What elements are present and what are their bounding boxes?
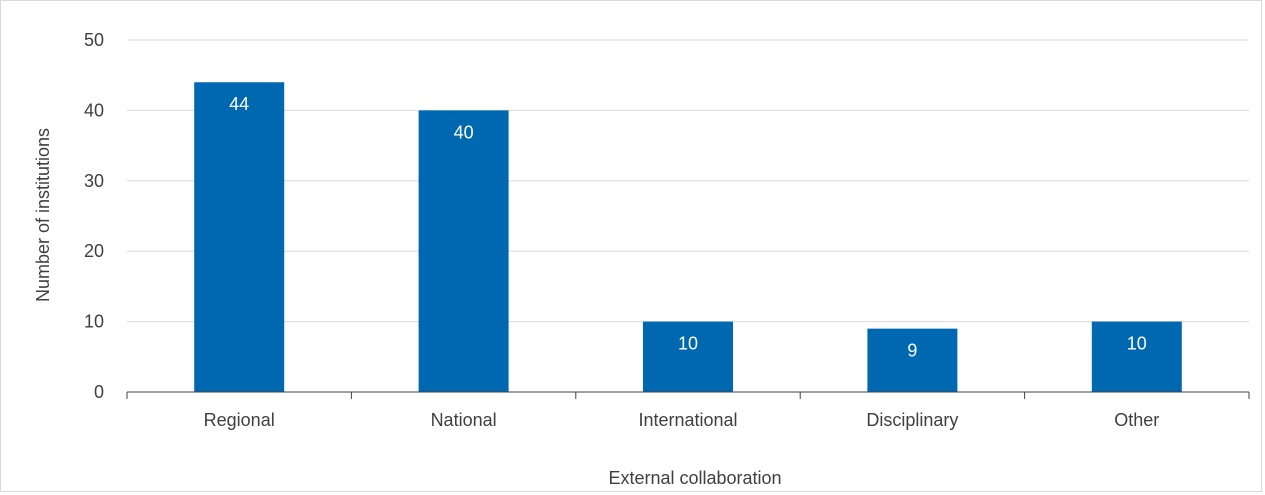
data-label: 9 bbox=[907, 341, 917, 361]
y-tick-label: 10 bbox=[84, 312, 104, 332]
data-label: 40 bbox=[454, 122, 474, 142]
x-tick-label: Regional bbox=[204, 410, 275, 430]
x-tick-label: Disciplinary bbox=[866, 410, 958, 430]
x-tick-label: International bbox=[638, 410, 737, 430]
y-tick-label: 50 bbox=[84, 30, 104, 50]
y-tick-label: 30 bbox=[84, 171, 104, 191]
x-axis bbox=[126, 391, 1250, 399]
bar-international bbox=[643, 321, 733, 392]
x-tick-labels: Regional National International Disciplinar… bbox=[204, 410, 1160, 430]
y-axis-title: Number of institutions bbox=[33, 128, 53, 302]
y-tick-labels: 0 10 20 30 40 50 bbox=[84, 30, 104, 402]
gridlines bbox=[127, 39, 1249, 323]
data-label: 10 bbox=[678, 334, 698, 354]
y-tick-label: 40 bbox=[84, 100, 104, 120]
data-labels: 44 40 10 9 10 bbox=[229, 94, 1147, 360]
y-tick-label: 20 bbox=[84, 241, 104, 261]
data-label: 44 bbox=[229, 94, 249, 114]
bar-disciplinary bbox=[867, 328, 958, 392]
x-axis-title: External collaboration bbox=[608, 468, 781, 488]
y-tick-label: 0 bbox=[94, 382, 104, 402]
x-tick-label: National bbox=[431, 410, 497, 430]
x-tick-label: Other bbox=[1114, 410, 1159, 430]
data-label: 10 bbox=[1127, 334, 1147, 354]
bar-other bbox=[1091, 321, 1182, 392]
bar-regional bbox=[194, 82, 285, 393]
bar-national bbox=[418, 110, 509, 393]
bars bbox=[194, 82, 1182, 393]
